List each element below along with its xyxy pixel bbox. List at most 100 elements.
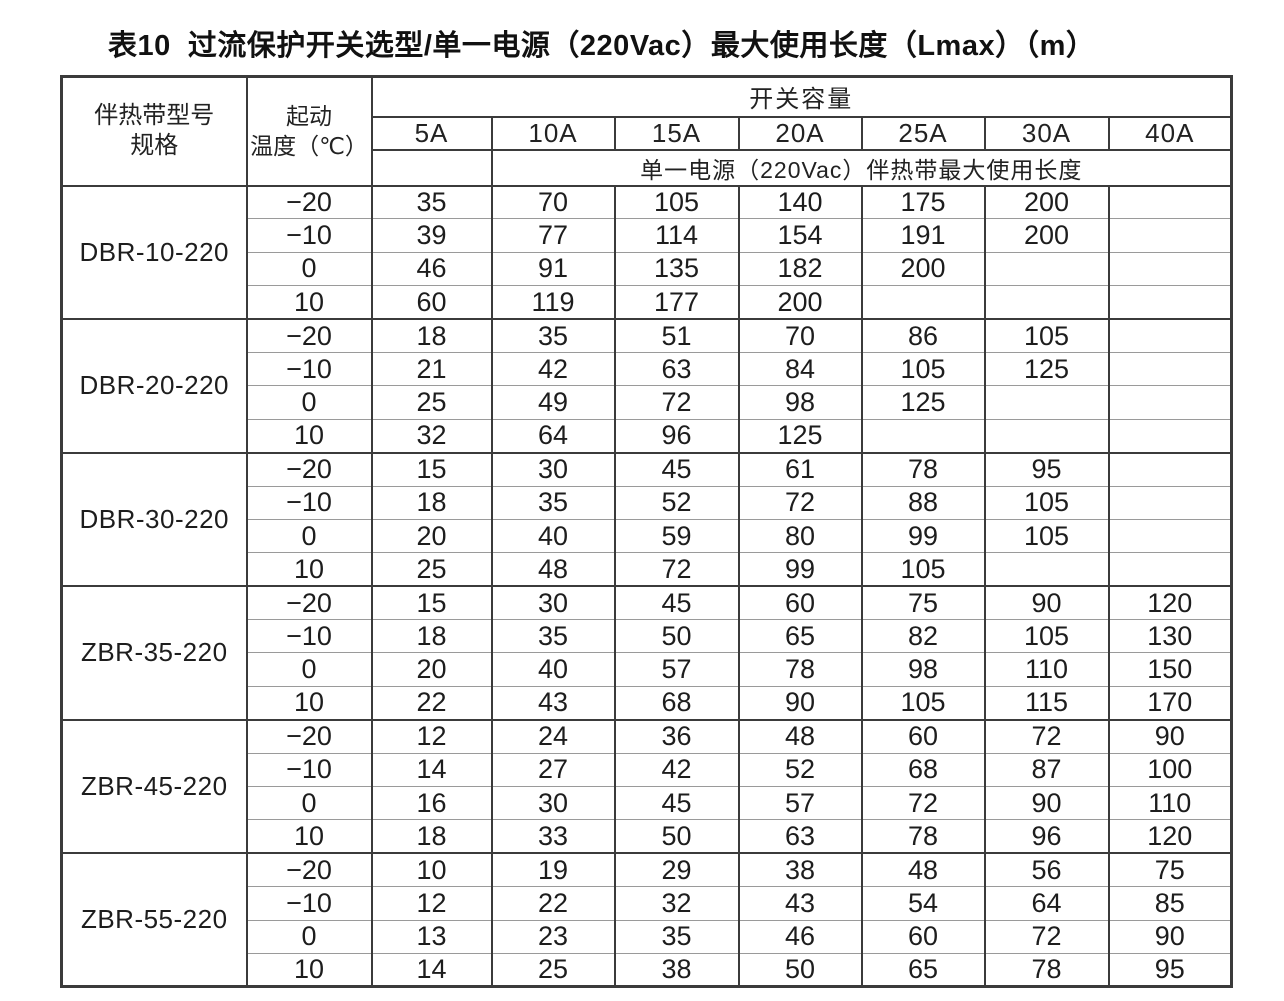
temp-cell: 0 [245, 518, 373, 554]
value-cell: 21 [370, 351, 493, 387]
value-cell: 200 [983, 218, 1110, 253]
value-cell: 24 [490, 718, 616, 754]
value-cell: 72 [983, 919, 1110, 954]
data-row: DBR-10-220 −20 35 70 105 140 175 200 [60, 184, 1233, 321]
data-row: 0 20 40 57 78 98 110 150 [62, 652, 1233, 687]
value-cell-empty [983, 285, 1110, 320]
value-cell: 125 [860, 385, 986, 420]
model-cell: ZBR-45-220 [60, 718, 248, 855]
value-cell: 90 [983, 585, 1110, 621]
value-cell: 30 [490, 585, 616, 621]
model-cell: ZBR-35-220 [60, 585, 248, 721]
value-cell: 96 [613, 418, 740, 454]
temp-cell: 0 [245, 786, 373, 821]
value-cell-empty [1107, 418, 1233, 454]
temp-cell: −20 [245, 585, 373, 621]
value-cell: 59 [613, 518, 740, 554]
value-cell: 39 [370, 218, 493, 253]
value-cell: 13 [370, 919, 493, 954]
value-cell: 115 [983, 685, 1110, 721]
value-cell: 90 [983, 786, 1110, 821]
value-cell: 88 [860, 485, 986, 520]
value-cell: 99 [737, 552, 863, 587]
value-cell: 75 [860, 585, 986, 621]
value-cell: 29 [613, 852, 740, 888]
value-cell: 60 [737, 585, 863, 621]
col-header-30a: 30A [983, 115, 1110, 151]
value-cell: 191 [860, 218, 986, 253]
value-cell: 72 [860, 786, 986, 821]
temp-cell: −10 [245, 752, 373, 788]
value-cell-empty [1107, 318, 1233, 353]
value-cell: 72 [737, 485, 863, 520]
data-row: −10 12 22 32 43 54 64 85 [62, 886, 1233, 921]
value-cell: 35 [370, 184, 493, 220]
value-cell: 19 [490, 852, 616, 888]
value-cell: 45 [613, 451, 740, 487]
model-cell: DBR-10-220 [60, 184, 248, 321]
value-cell: 36 [613, 718, 740, 754]
value-cell: 12 [370, 718, 493, 754]
subheader-empty-cell [370, 148, 493, 187]
value-cell: 15 [370, 585, 493, 621]
value-cell: 84 [737, 351, 863, 387]
temp-column-header: 起动 温度（℃） [245, 75, 373, 187]
value-cell: 119 [490, 285, 616, 320]
value-cell: 90 [1107, 718, 1233, 754]
col-header-10a: 10A [490, 115, 616, 151]
value-cell: 20 [370, 518, 493, 554]
temp-column-header-line1: 起动 [286, 103, 332, 130]
value-cell: 38 [613, 952, 740, 988]
value-cell: 10 [370, 852, 493, 888]
value-cell-empty [1107, 385, 1233, 420]
value-cell: 15 [370, 451, 493, 487]
temp-cell: 0 [245, 652, 373, 687]
value-cell: 105 [860, 685, 986, 721]
temp-cell: 10 [245, 285, 373, 320]
temp-cell: 10 [245, 952, 373, 988]
value-cell-empty [1107, 451, 1233, 487]
value-cell: 35 [490, 485, 616, 520]
value-cell-empty [1107, 218, 1233, 253]
value-cell: 20 [370, 652, 493, 687]
value-cell-empty [1107, 184, 1233, 220]
temp-cell: −20 [245, 718, 373, 754]
value-cell: 90 [1107, 919, 1233, 954]
value-cell: 114 [613, 218, 740, 253]
value-cell-empty [1107, 552, 1233, 587]
value-cell: 54 [860, 886, 986, 921]
temp-cell: −20 [245, 318, 373, 353]
value-cell: 200 [983, 184, 1110, 220]
temp-column-header-line2: 温度（℃） [250, 133, 368, 160]
value-cell: 35 [613, 919, 740, 954]
value-cell: 25 [490, 952, 616, 988]
value-cell: 30 [490, 451, 616, 487]
value-cell: 50 [613, 619, 740, 654]
temp-cell: 0 [245, 385, 373, 420]
value-cell-empty [1107, 285, 1233, 320]
value-cell: 57 [613, 652, 740, 687]
value-cell: 110 [983, 652, 1110, 687]
data-row: ZBR-35-220 −20 15 30 45 60 75 90 120 [60, 585, 1233, 721]
value-cell: 50 [737, 952, 863, 988]
value-cell: 120 [1107, 585, 1233, 621]
col-header-15a: 15A [613, 115, 740, 151]
model-cell: ZBR-55-220 [60, 852, 248, 988]
value-cell-empty [1107, 518, 1233, 554]
value-cell: 78 [860, 819, 986, 854]
header-row-amps: 5A 10A 15A 20A 25A 30A 40A [62, 115, 1233, 151]
data-row: 10 14 25 38 50 65 78 95 [62, 952, 1233, 988]
value-cell: 18 [370, 318, 493, 353]
value-cell: 78 [737, 652, 863, 687]
value-cell: 72 [613, 385, 740, 420]
value-cell: 85 [1107, 886, 1233, 921]
data-row: 0 13 23 35 46 60 72 90 [62, 919, 1233, 954]
value-cell: 60 [370, 285, 493, 320]
value-cell: 177 [613, 285, 740, 320]
value-cell: 82 [860, 619, 986, 654]
value-cell: 200 [737, 285, 863, 320]
value-cell: 105 [860, 351, 986, 387]
value-cell: 130 [1107, 619, 1233, 654]
subheader-label: 单一电源（220Vac）伴热带最大使用长度 [490, 148, 1233, 187]
